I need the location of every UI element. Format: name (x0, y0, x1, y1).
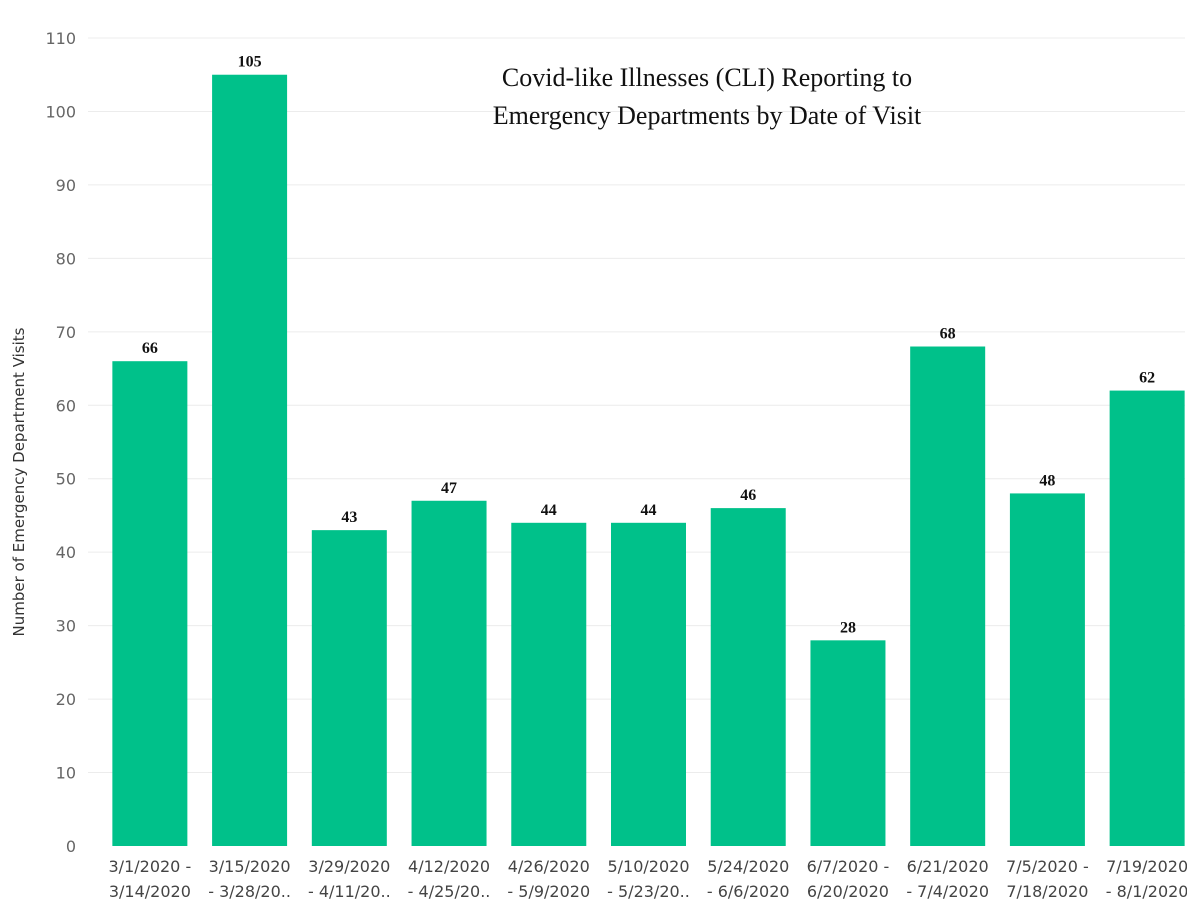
x-tick-label: 3/29/2020 (308, 857, 390, 876)
data-label: 44 (541, 502, 557, 519)
chart-title-line-1: Covid-like Illnesses (CLI) Reporting to (502, 63, 912, 92)
data-label: 48 (1039, 472, 1055, 489)
data-label: 28 (840, 619, 856, 636)
data-label: 43 (341, 509, 357, 526)
bar (112, 361, 188, 846)
y-tick-label: 40 (56, 543, 76, 562)
data-label: 62 (1139, 370, 1155, 387)
y-tick-label: 70 (56, 323, 76, 342)
y-axis-label: Number of Emergency Department Visits (10, 327, 28, 636)
x-tick-label: - 8/1/2020 (1106, 882, 1187, 901)
y-tick-label: 10 (56, 764, 76, 783)
y-tick-label: 80 (56, 249, 76, 268)
data-label: 68 (940, 326, 956, 343)
bar (511, 522, 587, 846)
x-tick-label: - 7/4/2020 (906, 882, 989, 901)
bar (611, 522, 686, 846)
x-tick-label: 6/21/2020 (907, 857, 989, 876)
x-tick-label: 4/12/2020 (408, 857, 490, 876)
x-tick-label: - 4/11/20.. (308, 882, 391, 901)
bar (411, 500, 487, 846)
x-tick-label: 5/10/2020 (607, 857, 689, 876)
bar (212, 74, 288, 846)
x-tick-label: 7/5/2020 - (1006, 857, 1089, 876)
data-label: 105 (238, 54, 262, 71)
x-tick-label: - 6/6/2020 (707, 882, 790, 901)
data-labels: 66 105 43 47 44 44 46 28 68 48 62 (142, 54, 1155, 637)
x-tick-label: 3/15/2020 (209, 857, 291, 876)
y-tick-label: 100 (45, 102, 76, 121)
x-tick-label: 6/20/2020 (807, 882, 889, 901)
bars (112, 74, 1185, 846)
y-axis-ticks: 0 10 20 30 40 50 60 70 80 90 100 110 (45, 29, 76, 856)
y-tick-label: 0 (66, 837, 76, 856)
bar (311, 530, 387, 846)
y-tick-label: 90 (56, 176, 76, 195)
x-axis-ticks: 3/1/2020 - 3/14/2020 3/15/2020 - 3/28/20.. 3… (109, 857, 1187, 901)
chart-title-line-2: Emergency Departments by Date of Visit (493, 101, 922, 130)
x-tick-label: 6/7/2020 - (807, 857, 890, 876)
x-tick-label: - 5/23/20.. (607, 882, 690, 901)
x-tick-label: 7/19/2020 (1106, 857, 1187, 876)
x-tick-label: 3/1/2020 - (109, 857, 192, 876)
y-tick-label: 60 (56, 396, 76, 415)
x-tick-label: 3/14/2020 (109, 882, 191, 901)
x-tick-label: 4/26/2020 (508, 857, 590, 876)
y-tick-label: 20 (56, 690, 76, 709)
x-tick-label: 5/24/2020 (707, 857, 789, 876)
data-label: 44 (641, 502, 657, 519)
bar (810, 640, 886, 846)
y-tick-label: 110 (45, 29, 76, 48)
y-tick-label: 30 (56, 617, 76, 636)
x-tick-label: - 3/28/20.. (208, 882, 291, 901)
bar (710, 508, 786, 846)
y-tick-label: 50 (56, 470, 76, 489)
bar (1009, 493, 1085, 846)
data-label: 47 (441, 480, 457, 497)
bar (910, 346, 986, 846)
data-label: 66 (142, 340, 158, 357)
x-tick-label: - 4/25/20.. (408, 882, 491, 901)
data-label: 46 (740, 487, 756, 504)
x-tick-label: - 5/9/2020 (507, 882, 590, 901)
bar (1109, 390, 1185, 846)
x-tick-label: 7/18/2020 (1006, 882, 1088, 901)
